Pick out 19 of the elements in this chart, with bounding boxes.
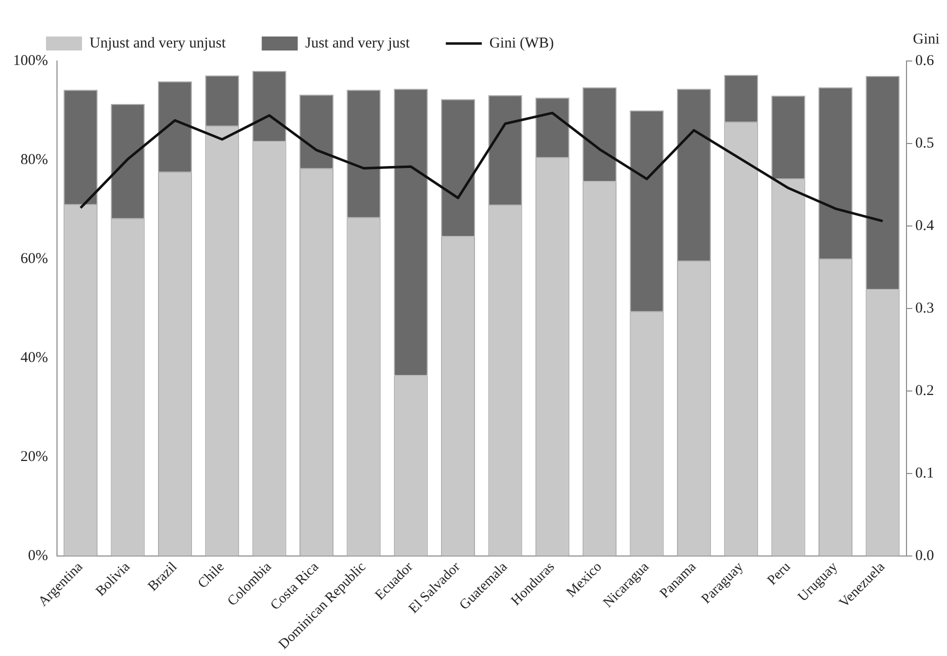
y2-tick-label: 0.5 (915, 135, 934, 152)
y2-tick-label: 0.3 (915, 300, 934, 316)
y-tick-label: 60% (20, 250, 48, 267)
y-tick-label: 20% (20, 448, 48, 465)
y2-tick-label: 0.2 (915, 382, 934, 399)
legend-label: Just and very just (305, 35, 411, 52)
y2-tick-label: 0.6 (915, 52, 934, 69)
x-tick-label: Peru (764, 560, 794, 588)
x-tick-label: Chile (195, 560, 228, 592)
y-tick-label: 0% (28, 548, 48, 564)
y2-tick-label: 0.0 (915, 548, 934, 564)
y-tick-label: 40% (20, 350, 48, 366)
y2-tick-label: 0.1 (915, 465, 934, 482)
y-tick-label: 80% (20, 152, 48, 168)
y-tick-label: 100% (12, 52, 48, 69)
y2-axis-title: Gini (912, 31, 940, 48)
legend-label: Unjust and very unjust (90, 35, 227, 52)
y2-tick-label: 0.4 (915, 218, 934, 234)
legend-label: Gini (WB) (489, 35, 554, 52)
